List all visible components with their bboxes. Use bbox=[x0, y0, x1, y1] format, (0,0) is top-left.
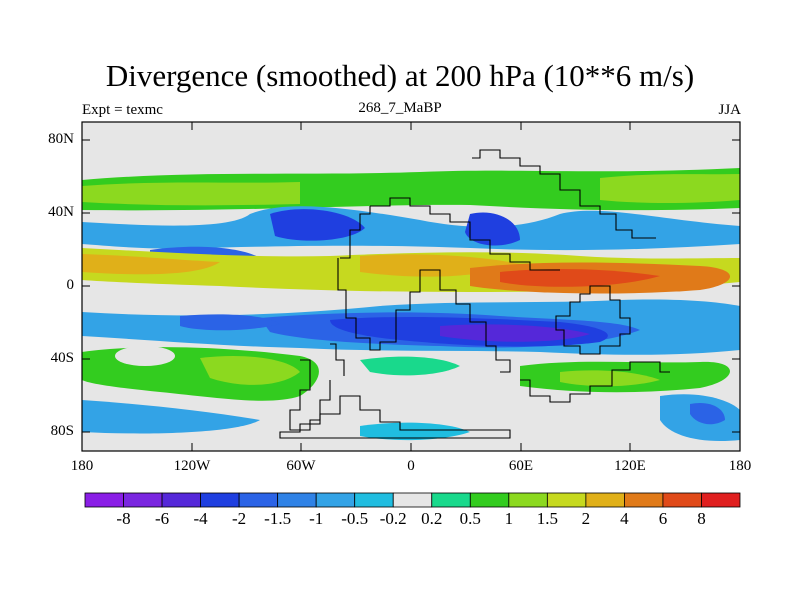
colorbar-tick-label: 0.5 bbox=[459, 509, 481, 528]
lon-label-120e: 120E bbox=[614, 458, 646, 474]
field-contour bbox=[200, 355, 300, 385]
field-contour bbox=[465, 212, 520, 246]
colorbar-swatch bbox=[354, 492, 394, 508]
colorbar-tick-label: 1 bbox=[504, 509, 514, 528]
lat-label-80s: 80S bbox=[50, 423, 74, 439]
colorbar-tick-label: -8 bbox=[116, 509, 131, 528]
colorbar-tick-label: 2 bbox=[581, 509, 591, 528]
colorbar-tick-label: -4 bbox=[193, 509, 208, 528]
colorbar-swatch bbox=[431, 492, 471, 508]
colorbar-tick-label: 4 bbox=[620, 509, 629, 528]
coastline bbox=[340, 206, 371, 259]
field-contour bbox=[115, 346, 175, 366]
field-contour bbox=[82, 292, 320, 311]
colorbar-swatch bbox=[469, 492, 510, 508]
field-contour bbox=[82, 400, 260, 434]
colorbar-swatch bbox=[123, 492, 163, 508]
run-label: 268_7_MaBP bbox=[358, 100, 442, 116]
colorbar-tick-label: -6 bbox=[154, 509, 170, 528]
field-contour bbox=[360, 356, 460, 376]
chart-title: Divergence (smoothed) at 200 hPa (10**6 … bbox=[105, 58, 695, 93]
colorbar-swatch bbox=[624, 492, 664, 508]
colorbar-swatch bbox=[585, 492, 625, 508]
field-contour bbox=[82, 182, 300, 206]
lat-label-0: 0 bbox=[66, 277, 75, 293]
colorbar-swatch bbox=[84, 492, 124, 508]
field-contour bbox=[560, 370, 660, 387]
colorbar-swatch bbox=[508, 492, 548, 508]
field-contour bbox=[360, 422, 470, 441]
field-contour bbox=[270, 209, 365, 241]
coastline bbox=[370, 197, 560, 271]
lon-label-0: 0 bbox=[407, 458, 415, 474]
colorbar-tick-label: 1.5 bbox=[536, 509, 558, 528]
colorbar-swatch bbox=[315, 492, 356, 508]
field-contour bbox=[82, 206, 740, 251]
field-contour bbox=[600, 174, 740, 203]
colorbar-swatch bbox=[200, 492, 240, 508]
colorbar-tick-label: -1 bbox=[309, 509, 324, 528]
coastline bbox=[337, 258, 511, 373]
colorbar-tick-label: -1.5 bbox=[264, 509, 292, 528]
lon-label-60w: 60W bbox=[286, 458, 316, 474]
lat-label-40n: 40N bbox=[48, 204, 74, 220]
field-contour bbox=[430, 376, 510, 392]
lon-label-180w: 180 bbox=[70, 458, 94, 474]
colorbar-tick-label: -0.5 bbox=[341, 509, 369, 528]
colorbar-tick-label: 0.2 bbox=[421, 509, 443, 528]
lon-label-120w: 120W bbox=[173, 458, 211, 474]
colorbar-swatch bbox=[161, 492, 201, 508]
coastline bbox=[279, 395, 511, 439]
lat-label-40s: 40S bbox=[50, 350, 74, 366]
field-contour bbox=[690, 402, 725, 425]
colorbar-swatch bbox=[238, 492, 279, 508]
colorbar-swatch bbox=[277, 492, 317, 508]
coastline bbox=[289, 359, 331, 431]
lon-label-180e: 180 bbox=[728, 458, 752, 474]
experiment-label: Expt = texmc bbox=[82, 102, 163, 118]
colorbar-swatch bbox=[392, 492, 433, 508]
colorbar-tick-label: -2 bbox=[232, 509, 247, 528]
coastline bbox=[472, 149, 656, 239]
colorbar-tick-label: 6 bbox=[658, 509, 668, 528]
coastline bbox=[520, 361, 670, 403]
field-contour bbox=[82, 254, 220, 275]
colorbar-swatch bbox=[662, 492, 702, 508]
colorbar-swatch bbox=[701, 492, 741, 508]
colorbar-tick-label: -0.2 bbox=[379, 509, 407, 528]
lat-label-80n: 80N bbox=[48, 131, 74, 147]
colorbar-swatch bbox=[546, 492, 587, 508]
field-contour bbox=[180, 314, 280, 331]
field-contour bbox=[500, 269, 660, 287]
field-contour bbox=[440, 324, 590, 342]
coastline bbox=[330, 343, 345, 376]
coastline bbox=[555, 285, 631, 355]
colorbar-tick-label: 8 bbox=[697, 509, 706, 528]
season-label: JJA bbox=[718, 102, 741, 118]
lon-label-60e: 60E bbox=[508, 458, 534, 474]
